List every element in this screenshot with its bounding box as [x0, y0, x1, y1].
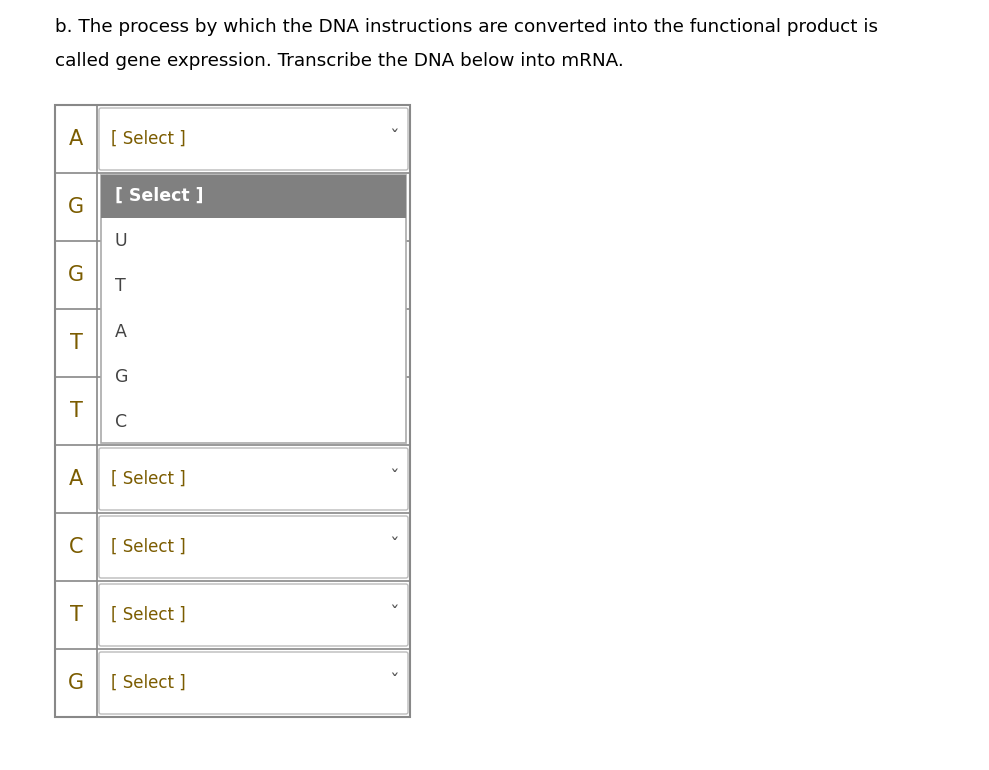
- Text: G: G: [115, 368, 129, 386]
- Text: T: T: [69, 605, 82, 625]
- Bar: [101, 175, 406, 219]
- Text: [ Select ]: [ Select ]: [111, 470, 186, 488]
- Text: ˇ: ˇ: [389, 674, 399, 692]
- FancyBboxPatch shape: [99, 584, 408, 646]
- Text: T: T: [115, 277, 126, 296]
- Text: G: G: [68, 673, 84, 693]
- Text: [ Select ]: [ Select ]: [111, 538, 186, 556]
- FancyBboxPatch shape: [99, 652, 408, 714]
- Bar: [55, 105, 410, 717]
- Text: G: G: [68, 265, 84, 285]
- FancyBboxPatch shape: [99, 516, 408, 578]
- Text: T: T: [69, 333, 82, 353]
- FancyBboxPatch shape: [99, 448, 408, 510]
- Text: called gene expression. Transcribe the DNA below into mRNA.: called gene expression. Transcribe the D…: [55, 52, 624, 70]
- FancyBboxPatch shape: [101, 175, 406, 443]
- Text: C: C: [69, 537, 83, 557]
- Text: ˇ: ˇ: [389, 537, 399, 557]
- Text: U: U: [115, 232, 128, 250]
- Text: G: G: [68, 197, 84, 217]
- FancyBboxPatch shape: [99, 108, 408, 170]
- Text: [ Select ]: [ Select ]: [111, 606, 186, 624]
- Text: A: A: [69, 129, 83, 149]
- Text: ˇ: ˇ: [389, 470, 399, 488]
- Text: [ Select ]: [ Select ]: [115, 186, 204, 205]
- Text: b. The process by which the DNA instructions are converted into the functional p: b. The process by which the DNA instruct…: [55, 18, 878, 36]
- Text: T: T: [69, 401, 82, 421]
- Text: [ Select ]: [ Select ]: [111, 130, 186, 148]
- Text: [ Select ]: [ Select ]: [111, 674, 186, 692]
- Text: A: A: [115, 323, 127, 340]
- Text: C: C: [115, 413, 128, 431]
- Text: A: A: [69, 469, 83, 489]
- Text: ˇ: ˇ: [389, 129, 399, 149]
- Text: ˇ: ˇ: [389, 605, 399, 624]
